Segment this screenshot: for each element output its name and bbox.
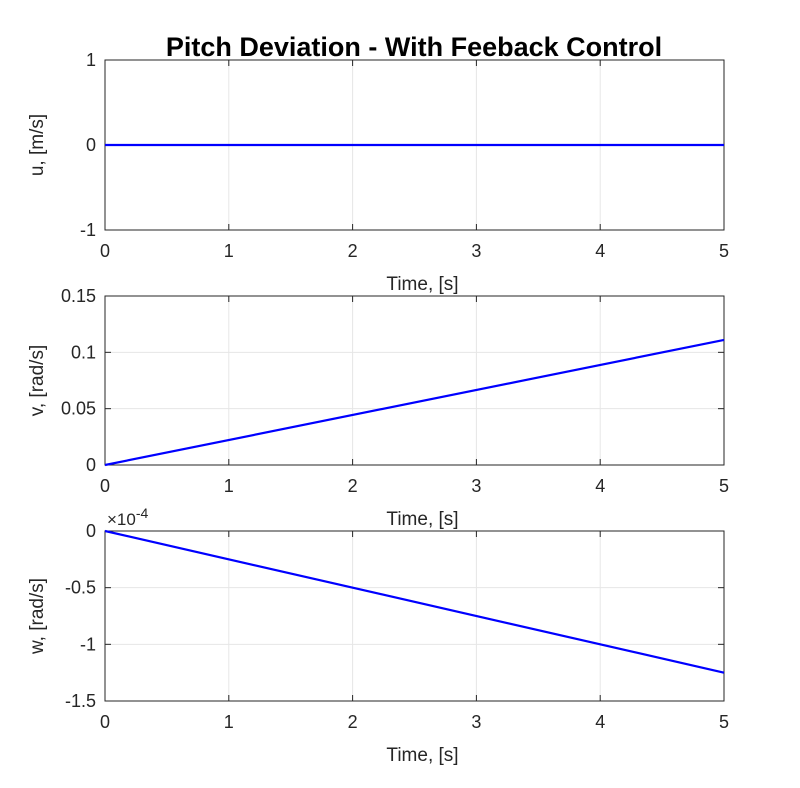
- panel-3-y-tick-label: -1.5: [65, 691, 96, 711]
- panel-3-x-tick-label: 4: [595, 712, 605, 732]
- panel-1-y-tick-label: -1: [80, 220, 96, 240]
- panel-3-x-tick-label: 3: [471, 712, 481, 732]
- panel-3-x-tick-label: 1: [224, 712, 234, 732]
- panel-2-plot-area: [105, 296, 724, 465]
- panel-1-x-axis-label: Time, [s]: [386, 274, 458, 295]
- panel-3-y-exponent: ×10-4: [107, 505, 149, 529]
- panel-2-y-axis-label: v, [rad/s]: [27, 345, 48, 416]
- panel-1-x-tick-label: 4: [595, 241, 605, 261]
- panel-1-y-tick-label: 0: [86, 135, 96, 155]
- panel-3-axes-box: [104, 530, 725, 702]
- panel-1-x-tick-label: 2: [348, 241, 358, 261]
- panel-2-axes-box: [104, 295, 725, 466]
- panel-1-x-tick-label: 3: [471, 241, 481, 261]
- panel-2-x-tick-label: 1: [224, 476, 234, 496]
- panel-2-y-tick-label: 0: [86, 455, 96, 475]
- panel-3-y-tick-label: 0: [86, 521, 96, 541]
- panel-2-x-tick-label: 3: [471, 476, 481, 496]
- panel-3-series-line: [104, 529, 725, 674]
- panel-3-x-axis-label: Time, [s]: [386, 745, 458, 766]
- panel-3-y-tick-label: -0.5: [65, 578, 96, 598]
- panel-1-y-axis-label: u, [m/s]: [27, 114, 48, 176]
- panel-2-x-axis-label: Time, [s]: [386, 509, 458, 530]
- panel-3-y-axis-label: w, [rad/s]: [27, 578, 48, 655]
- panel-3-plot-area: [105, 531, 724, 701]
- panel-1-x-tick-label: 1: [224, 241, 234, 261]
- panel-2-series-line: [104, 338, 725, 467]
- panel-2-y-tick-label: 0.1: [71, 342, 96, 362]
- panel-3-x-tick-label: 0: [100, 712, 110, 732]
- panel-2-y-tick-label: 0.15: [61, 286, 96, 306]
- chart-title: Pitch Deviation - With Feeback Control: [166, 32, 662, 62]
- panel-2-y-tick-label: 0.05: [61, 399, 96, 419]
- panel-1-y-tick-label: 1: [86, 50, 96, 70]
- panel-2-x-tick-label: 4: [595, 476, 605, 496]
- panel-1-x-tick-label: 5: [719, 241, 729, 261]
- panel-2-x-tick-label: 0: [100, 476, 110, 496]
- panel-3-x-tick-label: 5: [719, 712, 729, 732]
- panel-3-y-tick-label: -1: [80, 634, 96, 654]
- panel-2-x-tick-label: 2: [348, 476, 358, 496]
- panel-2-x-tick-label: 5: [719, 476, 729, 496]
- panel-1-x-tick-label: 0: [100, 241, 110, 261]
- panel-3-x-tick-label: 2: [348, 712, 358, 732]
